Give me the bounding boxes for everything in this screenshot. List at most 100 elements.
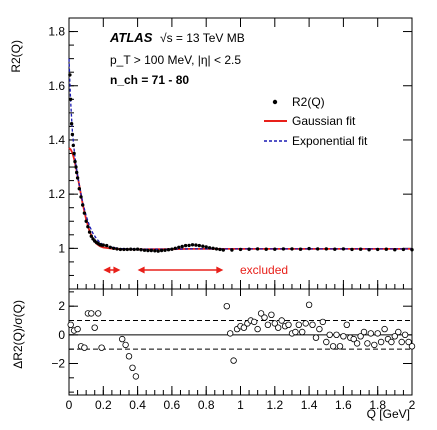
excluded-arrow-left-1 (137, 266, 145, 274)
bot-ytick-label-2: 2 (58, 299, 65, 313)
data-point (69, 122, 74, 126)
residual-marker (405, 338, 412, 346)
residual-marker (388, 338, 395, 346)
residual-marker (122, 341, 129, 349)
data-point (324, 247, 328, 251)
data-point (197, 243, 201, 248)
data-point (221, 248, 225, 252)
residual-marker (323, 338, 330, 346)
nch-label: n_ch = 71 - 80 (110, 73, 189, 87)
data-point (125, 247, 129, 252)
data-point (118, 247, 123, 252)
residual-marker (340, 333, 347, 340)
residual-marker (275, 324, 282, 331)
residual-marker (312, 334, 320, 341)
bottom-plot-frame (68, 288, 413, 396)
residual-marker (364, 340, 371, 347)
residual-marker (395, 328, 402, 336)
residual-marker (268, 311, 275, 318)
residual-marker (91, 324, 98, 331)
bottom-axis-ticks: −2 0 2 0 0.2 0.4 0.6 0.8 1 1.2 1.4 1.6 1.8 2 (51, 289, 416, 412)
data-point (316, 247, 320, 251)
data-point (111, 246, 116, 250)
residual-marker (353, 340, 361, 347)
data-point (358, 247, 363, 251)
data-point (401, 247, 406, 252)
data-point (86, 225, 90, 229)
residual-marker (374, 330, 381, 337)
residual-marker (129, 364, 136, 371)
top-excluded-markers (103, 266, 224, 274)
legend-label-r2: R2(Q) (292, 95, 325, 109)
data-point (173, 246, 177, 250)
data-point (190, 243, 195, 247)
data-point (183, 243, 188, 248)
data-point (214, 247, 219, 251)
data-point (350, 247, 354, 252)
top-ytick-label-4: 1.8 (48, 25, 65, 39)
data-point (142, 248, 147, 252)
data-point (153, 249, 157, 253)
top-ytick-label-0: 1 (58, 241, 65, 255)
data-point (139, 248, 143, 252)
excluded-arrow-right-1 (216, 266, 224, 274)
data-point (115, 247, 119, 251)
top-ytick-label-1: 1.2 (48, 187, 65, 201)
data-point (376, 247, 380, 252)
excluded-label: excluded (240, 263, 288, 277)
data-point (105, 243, 109, 248)
residual-marker (261, 314, 268, 321)
data-point (122, 247, 126, 252)
data-point (177, 245, 181, 249)
data-point (180, 244, 184, 249)
data-point (281, 247, 286, 251)
residual-marker (319, 318, 326, 326)
data-point (70, 132, 75, 137)
x-tick-label-8: 1.6 (335, 398, 352, 412)
residual-marker (230, 357, 237, 364)
data-point (238, 247, 243, 252)
legend-label-gaussian: Gaussian fit (292, 114, 356, 128)
energy-label: √s = 13 TeV MB (160, 31, 245, 45)
residual-marker (381, 325, 388, 333)
bottom-series-group (67, 301, 416, 380)
data-point (341, 247, 346, 251)
residual-marker (94, 310, 102, 317)
residual-marker (223, 303, 230, 310)
data-point (156, 249, 160, 253)
data-point (149, 248, 153, 253)
excluded-arrow-left-0 (103, 266, 111, 274)
data-point (204, 245, 208, 249)
x-tick-label-10: 2 (409, 398, 416, 412)
bottom-reference-lines (69, 320, 412, 350)
x-axis-label: Q [GeV] (367, 407, 410, 421)
residual-marker (350, 335, 357, 343)
residual-marker (408, 343, 416, 350)
data-point (367, 248, 371, 252)
residual-marker (98, 344, 105, 351)
data-point (166, 248, 171, 252)
data-point (255, 247, 260, 251)
data-point (163, 248, 167, 252)
residual-marker (67, 321, 74, 328)
data-point (135, 247, 140, 251)
data-point (290, 247, 294, 251)
residual-marker (240, 324, 248, 331)
residual-marker (125, 353, 133, 360)
experiment-label: ATLAS (109, 30, 153, 45)
residual-marker (285, 321, 292, 328)
data-point (410, 248, 414, 252)
residual-marker (132, 373, 140, 380)
data-point (201, 244, 205, 248)
data-point (75, 170, 79, 175)
bottom-y-axis-label: ΔR2(Q)/σ(Q) (11, 300, 25, 369)
data-point (211, 246, 215, 250)
x-tick-label-7: 1.4 (301, 398, 318, 412)
bot-ytick-label-0: −2 (51, 356, 65, 370)
data-point (77, 187, 82, 191)
residual-marker (250, 318, 258, 326)
data-point (71, 143, 76, 148)
data-point (132, 247, 136, 252)
excluded-arrow-right-0 (113, 266, 121, 274)
data-point (218, 247, 222, 252)
